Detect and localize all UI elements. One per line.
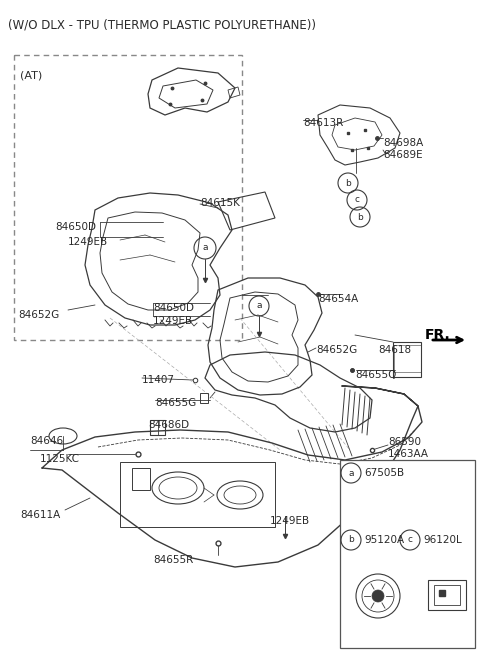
Text: (AT): (AT) [20,70,42,80]
Text: 84686D: 84686D [148,420,189,430]
Text: b: b [357,213,363,222]
Text: c: c [355,195,360,205]
Text: FR.: FR. [425,328,451,342]
Text: 84655G: 84655G [155,398,196,408]
Text: 84655Q: 84655Q [355,370,396,380]
Bar [132,468,150,490]
Text: 86590: 86590 [388,437,421,447]
Text: c: c [408,535,412,544]
Text: 1125KC: 1125KC [40,454,80,464]
Text: 1463AA: 1463AA [388,449,429,459]
Text: 11407: 11407 [142,375,175,385]
Text: 67505B: 67505B [364,468,404,478]
Text: 84615K: 84615K [200,198,240,208]
Text: 1249EB: 1249EB [270,516,310,526]
FancyBboxPatch shape [340,460,475,648]
Text: (W/O DLX - TPU (THERMO PLASTIC POLYURETHANE)): (W/O DLX - TPU (THERMO PLASTIC POLYURETH… [8,18,316,31]
Text: 84652G: 84652G [316,345,357,355]
Text: a: a [202,244,208,253]
Circle shape [372,590,384,602]
Bar [393,342,421,377]
Text: 84654A: 84654A [318,294,358,304]
Text: 96120L: 96120L [423,535,462,545]
Text: 84650D: 84650D [153,303,194,313]
Text: 84652G: 84652G [18,310,59,320]
Text: a: a [348,469,354,477]
Text: 84650D: 84650D [55,222,96,232]
Bar [200,393,208,403]
Text: 84618: 84618 [378,345,411,355]
Text: 84613R: 84613R [303,118,343,128]
Bar [428,580,466,610]
Text: 95120A: 95120A [364,535,404,545]
Bar [150,420,165,435]
Text: 84698A: 84698A [383,138,423,148]
Text: 84646: 84646 [30,436,63,446]
Text: b: b [345,178,351,187]
Bar [120,462,275,527]
Bar [434,585,460,605]
Text: 1249EB: 1249EB [153,316,193,326]
Text: a: a [256,302,262,310]
Text: 1249EB: 1249EB [68,237,108,247]
Text: 84611A: 84611A [20,510,60,520]
Text: b: b [348,535,354,544]
Text: 84655R: 84655R [153,555,193,565]
Text: 84689E: 84689E [383,150,422,160]
